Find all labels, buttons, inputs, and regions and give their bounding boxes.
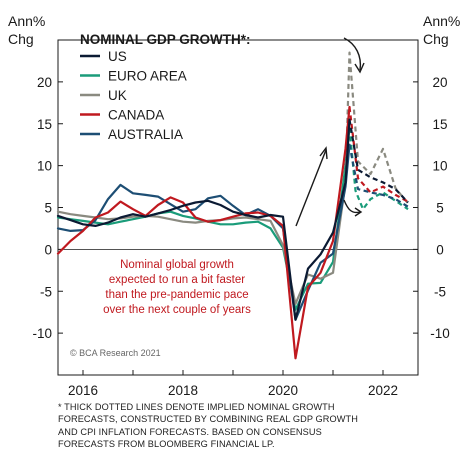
right-axis-unit-line1: Ann% xyxy=(423,13,460,29)
x-tick-label: 2016 xyxy=(68,383,98,398)
left-axis-unit-line2: Chg xyxy=(8,31,34,47)
left-axis-unit-line1: Ann% xyxy=(8,13,45,29)
series-canada-actual xyxy=(56,105,351,360)
x-tick-label: 2020 xyxy=(268,383,298,398)
left-tick-label: 0 xyxy=(44,242,52,257)
arrow-bottom-head xyxy=(354,207,363,217)
annotation: Nominal global growth expected to run a b… xyxy=(103,259,251,316)
right-tick-label: 10 xyxy=(432,159,447,174)
legend-label-euro-area: EURO AREA xyxy=(108,69,187,84)
series-uk-actual xyxy=(56,181,347,305)
arrow-bottom-curve xyxy=(343,199,361,214)
right-tick-label: 15 xyxy=(432,117,447,132)
left-tick-label: 15 xyxy=(37,117,52,132)
series-us-forecast xyxy=(348,119,409,204)
footnote-line-3: AND CPI INFLATION FORECASTS. BASED ON CO… xyxy=(58,426,322,437)
right-tick-label: 20 xyxy=(432,75,447,90)
annotation-line-2: expected to run a bit faster xyxy=(109,274,245,286)
footnote: * THICK DOTTED LINES DENOTE IMPLIED NOMI… xyxy=(58,401,468,451)
legend-label-us: US xyxy=(108,49,127,64)
left-axis: -10 -5 0 5 10 15 20 xyxy=(32,75,63,341)
right-tick-label: -10 xyxy=(430,326,450,341)
legend-items: US EURO AREA UK CANADA AUSTRALIA xyxy=(80,49,187,142)
chart-svg: -10 -5 0 5 10 15 20 -10 -5 0 5 10 15 20 2016 2018 2020… xyxy=(8,13,460,398)
annotation-line-1: Nominal global growth xyxy=(120,259,234,271)
watermark: © BCA Research 2021 xyxy=(70,348,161,358)
arrow-up xyxy=(295,149,327,227)
right-tick-label: 5 xyxy=(436,201,444,216)
right-tick-label: 0 xyxy=(436,242,444,257)
x-tick-label: 2018 xyxy=(168,383,198,398)
annotation-line-4: over the next couple of years xyxy=(103,304,251,316)
arrow-top-head xyxy=(354,62,365,74)
legend-title: NOMINAL GDP GROWTH*: xyxy=(80,32,251,47)
left-tick-label: 20 xyxy=(37,75,52,90)
right-tick-label: -5 xyxy=(434,284,446,299)
x-axis: 2016 2018 2020 2022 xyxy=(68,370,398,398)
legend: NOMINAL GDP GROWTH*: US EURO AREA UK CANADA… xyxy=(80,32,251,142)
footnote-line-1: * THICK DOTTED LINES DENOTE IMPLIED NOMI… xyxy=(58,402,335,412)
arrows xyxy=(295,37,365,227)
legend-label-uk: UK xyxy=(108,88,127,103)
arrow-top-curve xyxy=(343,37,362,71)
arrow-up-head xyxy=(319,146,328,160)
x-tick-label: 2022 xyxy=(368,383,398,398)
left-tick-label: -5 xyxy=(40,284,52,299)
annotation-line-3: than the pre-pandemic pace xyxy=(105,289,248,301)
left-tick-label: 10 xyxy=(37,159,52,174)
legend-label-canada: CANADA xyxy=(108,108,164,123)
series-us-actual xyxy=(56,118,351,321)
series-australia-forecast xyxy=(348,144,409,208)
footnote-line-2: FORECASTS, CONSTRUCTED BY COMBINING REAL… xyxy=(58,414,358,425)
series-layer xyxy=(56,51,409,360)
right-axis: -10 -5 0 5 10 15 20 xyxy=(413,75,450,341)
right-axis-unit-line2: Chg xyxy=(423,31,449,47)
series-uk-forecast xyxy=(344,51,409,205)
legend-label-australia: AUSTRALIA xyxy=(108,127,183,142)
series-euro-area-forecast xyxy=(348,127,409,211)
left-tick-label: -10 xyxy=(32,326,52,341)
footnote-line-4: FORECASTS FROM BLOOMBERG FINANCIAL LP. xyxy=(58,439,275,450)
left-tick-label: 5 xyxy=(44,201,52,216)
